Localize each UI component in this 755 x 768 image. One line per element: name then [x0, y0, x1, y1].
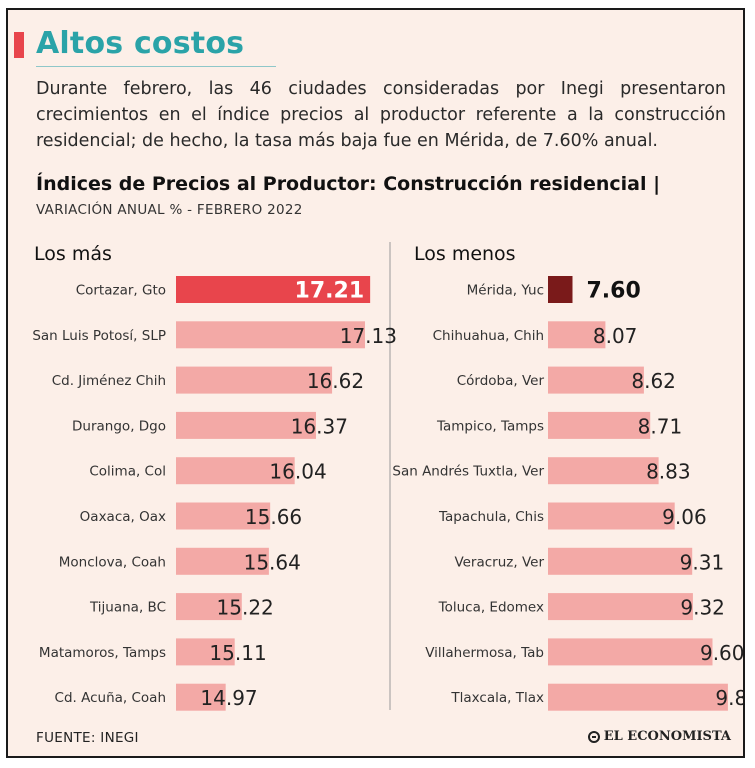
category-label: Mérida, Yuc [467, 283, 544, 299]
brand-name: EL ECONOMISTA [603, 729, 731, 744]
value-label: 8.62 [631, 369, 676, 393]
bar-most [176, 366, 333, 394]
brand-logo: EL ECONOMISTA [587, 729, 731, 744]
category-label: Veracruz, Ver [454, 554, 544, 570]
bar-most [176, 276, 371, 303]
category-label: Toluca, Edomex [438, 600, 544, 616]
value-label: 8.83 [646, 460, 691, 484]
category-label: Villahermosa, Tab [425, 645, 544, 661]
bar-most [176, 593, 242, 621]
category-label: San Luis Potosí, SLP [32, 328, 166, 344]
value-label: 16.37 [291, 414, 348, 438]
value-label: 15.66 [245, 505, 302, 529]
category-label: Cd. Acuña, Coah [55, 690, 166, 706]
panel-title-least: Los menos [414, 243, 516, 265]
value-label: 9.06 [662, 505, 707, 529]
source-note: FUENTE: INEGI [36, 730, 139, 746]
value-label: 8.71 [638, 414, 683, 438]
bar-most [176, 502, 271, 530]
intro-paragraph: Durante febrero, las 46 ciudades conside… [36, 79, 726, 151]
category-label: Tampico, Tamps [436, 418, 544, 434]
bar-least [548, 638, 713, 666]
infographic-card: Altos costos Durante febrero, las 46 ciu… [6, 8, 745, 758]
value-label: 9.31 [680, 550, 725, 574]
value-label: 9.60 [700, 641, 743, 665]
value-label: 17.13 [340, 324, 397, 348]
category-label: Cd. Jiménez Chih [52, 373, 166, 389]
category-label: Matamoros, Tamps [39, 645, 166, 661]
category-label: Cortazar, Gto [76, 283, 166, 299]
value-label: 17.21 [295, 279, 365, 304]
category-label: Chihuahua, Chih [433, 328, 544, 344]
value-label: 9.82 [715, 686, 743, 710]
bar-most [176, 321, 365, 349]
category-label: Tijuana, BC [89, 600, 166, 616]
bar-least [548, 321, 606, 349]
panel-title-most: Los más [34, 243, 112, 265]
value-label: 7.60 [587, 279, 641, 304]
value-label: 8.07 [593, 324, 638, 348]
bar-most [176, 547, 269, 575]
value-label: 14.97 [200, 686, 257, 710]
bar-most [176, 683, 226, 711]
category-label: Oaxaca, Oax [80, 509, 166, 525]
bar-most [176, 457, 295, 485]
bar-most [176, 638, 235, 666]
bar-least [548, 547, 693, 575]
category-label: Monclova, Coah [59, 554, 166, 570]
bar-least [548, 457, 659, 485]
globe-icon [587, 730, 600, 743]
value-label: 15.22 [217, 596, 274, 620]
bar-least [548, 502, 675, 530]
value-label: 9.32 [680, 596, 725, 620]
chart-title: Índices de Precios al Productor: Constru… [36, 173, 661, 195]
bar-least [548, 593, 693, 621]
category-label: Tlaxcala, Tlax [450, 690, 544, 706]
value-label: 16.04 [269, 460, 326, 484]
bar-least [548, 276, 573, 303]
bar-least [548, 411, 651, 439]
category-label: Colima, Col [89, 464, 166, 480]
headline-rule [36, 66, 276, 67]
value-label: 16.62 [307, 369, 364, 393]
accent-bar [14, 32, 24, 58]
value-label: 15.64 [244, 550, 301, 574]
bar-least [548, 366, 644, 394]
bar-most [176, 411, 316, 439]
value-label: 15.11 [209, 641, 266, 665]
category-label: Córdoba, Ver [457, 373, 545, 389]
bar-chart: Los más Cortazar, Gto 17.21 San Luis Potosí… [32, 242, 743, 711]
category-label: Tapachula, Chis [438, 509, 544, 525]
category-label: Durango, Dgo [72, 418, 166, 434]
headline: Altos costos [36, 26, 245, 61]
chart-subtitle: VARIACIÓN ANUAL % - FEBRERO 2022 [36, 202, 303, 218]
category-label: San Andrés Tuxtla, Ver [392, 464, 544, 480]
bar-least [548, 683, 728, 711]
